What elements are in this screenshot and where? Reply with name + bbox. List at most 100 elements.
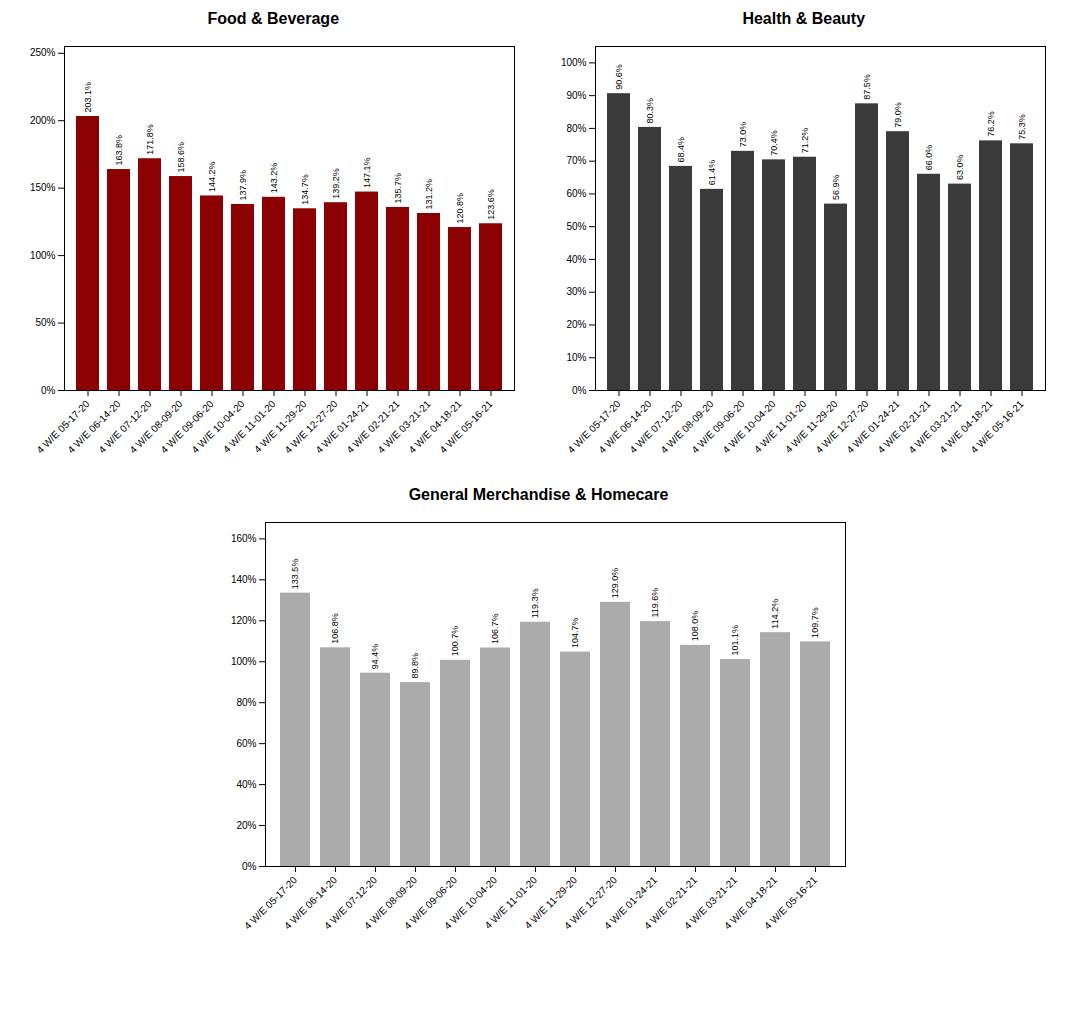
svg-text:10%: 10% [566, 352, 586, 363]
svg-text:20%: 20% [236, 820, 256, 831]
svg-text:131.2%: 131.2% [424, 179, 434, 210]
svg-text:4 W/E 08-09-20: 4 W/E 08-09-20 [658, 398, 716, 456]
svg-text:4 W/E 05-17-20: 4 W/E 05-17-20 [565, 398, 623, 456]
svg-text:0%: 0% [572, 385, 587, 396]
svg-text:104.7%: 104.7% [570, 618, 580, 649]
svg-text:0%: 0% [41, 385, 56, 396]
svg-text:203.1%: 203.1% [83, 82, 93, 113]
svg-text:40%: 40% [566, 254, 586, 265]
svg-text:4 W/E 05-17-20: 4 W/E 05-17-20 [241, 874, 299, 932]
svg-text:4 W/E 04-18-21: 4 W/E 04-18-21 [937, 398, 995, 456]
svg-text:4 W/E 12-27-20: 4 W/E 12-27-20 [813, 398, 871, 456]
svg-text:80.3%: 80.3% [645, 98, 655, 124]
svg-text:75.3%: 75.3% [1017, 114, 1027, 140]
svg-text:4 W/E 12-27-20: 4 W/E 12-27-20 [283, 398, 341, 456]
svg-text:4 W/E 10-04-20: 4 W/E 10-04-20 [720, 398, 778, 456]
svg-text:106.8%: 106.8% [330, 613, 340, 644]
svg-text:119.3%: 119.3% [530, 588, 540, 618]
svg-text:100.7%: 100.7% [450, 626, 460, 657]
svg-text:140%: 140% [230, 574, 256, 585]
svg-text:70.4%: 70.4% [769, 130, 779, 156]
svg-text:200%: 200% [30, 115, 56, 126]
svg-text:4 W/E 11-01-20: 4 W/E 11-01-20 [752, 398, 809, 455]
svg-text:71.2%: 71.2% [800, 128, 810, 154]
svg-text:163.8%: 163.8% [114, 135, 124, 166]
svg-text:134.7%: 134.7% [300, 174, 310, 205]
svg-text:114.2%: 114.2% [770, 599, 780, 629]
svg-text:40%: 40% [236, 779, 256, 790]
svg-text:147.1%: 147.1% [362, 158, 372, 189]
svg-text:63.0%: 63.0% [955, 155, 965, 181]
svg-text:90%: 90% [566, 90, 586, 101]
svg-text:160%: 160% [230, 533, 256, 544]
svg-text:4 W/E 09-06-20: 4 W/E 09-06-20 [689, 398, 747, 456]
svg-text:80%: 80% [566, 123, 586, 134]
svg-text:137.9%: 137.9% [238, 170, 248, 201]
svg-text:60%: 60% [566, 188, 586, 199]
svg-text:50%: 50% [36, 317, 56, 328]
svg-text:4 W/E 11-29-20: 4 W/E 11-29-20 [252, 398, 309, 455]
svg-text:158.6%: 158.6% [176, 142, 186, 173]
svg-text:4 W/E 01-24-21: 4 W/E 01-24-21 [314, 398, 372, 456]
svg-text:106.7%: 106.7% [490, 613, 500, 644]
svg-text:135.7%: 135.7% [393, 173, 403, 204]
svg-text:144.2%: 144.2% [207, 161, 217, 192]
svg-text:129.0%: 129.0% [610, 568, 620, 599]
svg-text:68.4%: 68.4% [676, 137, 686, 163]
svg-text:143.2%: 143.2% [269, 163, 279, 194]
svg-text:4 W/E 07-12-20: 4 W/E 07-12-20 [627, 398, 685, 456]
svg-text:66.0%: 66.0% [924, 145, 934, 171]
svg-text:4 W/E 05-16-21: 4 W/E 05-16-21 [968, 398, 1026, 456]
svg-text:4 W/E 07-12-20: 4 W/E 07-12-20 [97, 398, 155, 456]
svg-text:94.4%: 94.4% [370, 644, 380, 670]
svg-text:100%: 100% [230, 656, 256, 667]
svg-text:4 W/E 03-21-21: 4 W/E 03-21-21 [906, 398, 964, 456]
svg-text:73.0%: 73.0% [738, 122, 748, 148]
svg-text:30%: 30% [566, 286, 586, 297]
svg-text:4 W/E 11-29-20: 4 W/E 11-29-20 [783, 398, 840, 455]
svg-text:133.5%: 133.5% [290, 559, 300, 590]
svg-text:4 W/E 10-04-20: 4 W/E 10-04-20 [190, 398, 248, 456]
svg-text:150%: 150% [30, 182, 56, 193]
svg-text:100%: 100% [561, 57, 587, 68]
svg-text:4 W/E 06-14-20: 4 W/E 06-14-20 [281, 874, 339, 932]
svg-text:61.4%: 61.4% [707, 160, 717, 186]
svg-text:4 W/E 05-16-21: 4 W/E 05-16-21 [761, 874, 819, 932]
svg-text:4 W/E 02-21-21: 4 W/E 02-21-21 [875, 398, 933, 456]
svg-text:4 W/E 06-14-20: 4 W/E 06-14-20 [596, 398, 654, 456]
svg-text:56.9%: 56.9% [831, 175, 841, 201]
svg-text:60%: 60% [236, 738, 256, 749]
svg-text:87.5%: 87.5% [862, 74, 872, 100]
svg-text:109.7%: 109.7% [810, 607, 820, 638]
svg-text:120%: 120% [230, 615, 256, 626]
svg-text:119.6%: 119.6% [650, 588, 660, 618]
svg-text:89.8%: 89.8% [410, 653, 420, 679]
svg-text:4 W/E 07-12-20: 4 W/E 07-12-20 [321, 874, 379, 932]
svg-text:50%: 50% [566, 221, 586, 232]
svg-text:4 W/E 11-01-20: 4 W/E 11-01-20 [221, 398, 278, 455]
svg-text:79.0%: 79.0% [893, 102, 903, 128]
svg-text:20%: 20% [566, 319, 586, 330]
svg-text:4 W/E 05-16-21: 4 W/E 05-16-21 [438, 398, 496, 456]
svg-text:4 W/E 05-17-20: 4 W/E 05-17-20 [35, 398, 93, 456]
svg-text:120.8%: 120.8% [455, 193, 465, 224]
svg-text:171.8%: 171.8% [145, 124, 155, 155]
svg-text:4 W/E 01-24-21: 4 W/E 01-24-21 [844, 398, 902, 456]
svg-text:4 W/E 02-21-21: 4 W/E 02-21-21 [345, 398, 403, 456]
svg-text:123.6%: 123.6% [486, 189, 496, 220]
svg-text:4 W/E 03-21-21: 4 W/E 03-21-21 [376, 398, 434, 456]
svg-text:4 W/E 06-14-20: 4 W/E 06-14-20 [66, 398, 124, 456]
svg-text:100%: 100% [30, 250, 56, 261]
svg-text:70%: 70% [566, 155, 586, 166]
svg-text:80%: 80% [236, 697, 256, 708]
svg-text:139.2%: 139.2% [331, 168, 341, 199]
svg-text:4 W/E 04-18-21: 4 W/E 04-18-21 [407, 398, 465, 456]
svg-text:4 W/E 09-06-20: 4 W/E 09-06-20 [159, 398, 217, 456]
svg-text:101.1%: 101.1% [730, 625, 740, 656]
svg-text:4 W/E 08-09-20: 4 W/E 08-09-20 [128, 398, 186, 456]
svg-text:90.6%: 90.6% [614, 64, 624, 90]
svg-text:76.2%: 76.2% [986, 111, 996, 137]
svg-text:0%: 0% [242, 861, 257, 872]
svg-text:250%: 250% [30, 47, 56, 58]
svg-text:108.0%: 108.0% [690, 611, 700, 642]
